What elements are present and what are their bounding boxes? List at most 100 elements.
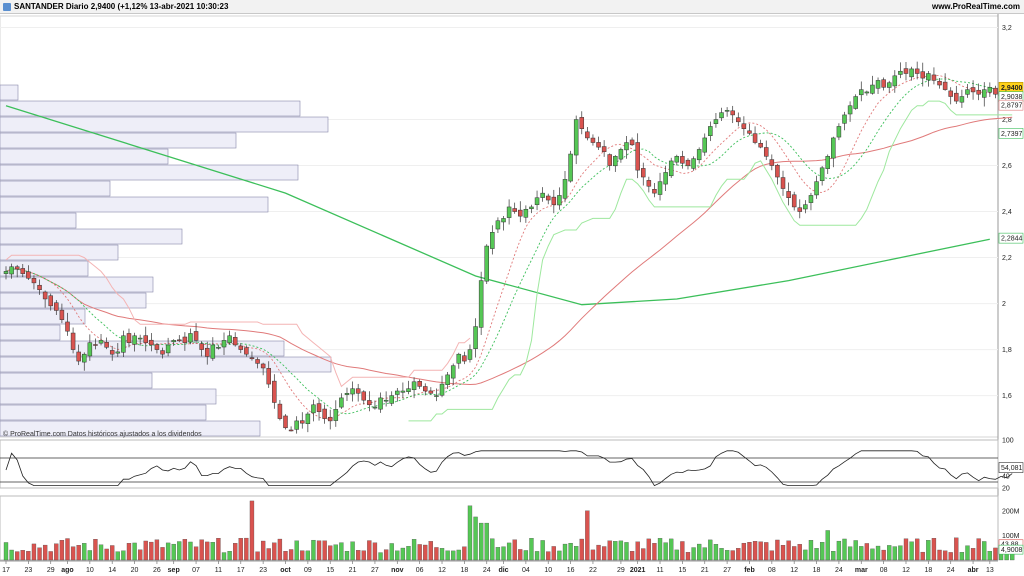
volume-bar	[428, 541, 433, 561]
candle-body	[825, 156, 830, 169]
candle-body	[836, 126, 842, 138]
volume-bar	[154, 539, 160, 561]
candle-body	[93, 344, 98, 346]
candle-body	[853, 96, 858, 109]
price-axis-tick-label: 1,6	[1002, 393, 1012, 400]
candle-body	[484, 245, 489, 282]
candle-body	[903, 68, 909, 74]
x-axis-tick-label: 21	[701, 567, 709, 574]
candle-body	[691, 158, 696, 169]
volume-profile-bar	[0, 372, 153, 389]
volume-profile-bar	[0, 356, 332, 373]
volume-bar	[328, 545, 333, 561]
volume-bar	[110, 545, 115, 561]
volume-bar	[713, 544, 719, 561]
volume-bar	[859, 546, 864, 561]
x-axis-tick-label: 24	[947, 567, 955, 574]
price-axis-tick-label: 2,8	[1002, 117, 1012, 124]
source-note: © ProRealTime.com Datos históricos ajust…	[3, 430, 202, 438]
volume-bar	[786, 540, 791, 561]
candle-body	[763, 147, 769, 157]
candle-body	[204, 347, 210, 357]
volume-bar	[395, 550, 400, 561]
x-axis-tick-label: 08	[880, 567, 888, 574]
candle-body	[305, 413, 311, 424]
candle-body	[551, 196, 557, 205]
candle-body	[350, 388, 355, 395]
volume-bar	[283, 551, 288, 561]
volume-bar	[417, 544, 422, 561]
volume-profile-bar	[0, 148, 169, 165]
candle-body	[791, 194, 797, 208]
long-moving-average	[5, 105, 990, 306]
candle-body	[959, 96, 965, 103]
candle-body	[37, 284, 42, 291]
candle-body	[719, 112, 724, 119]
volume-bar	[965, 545, 970, 561]
volume-bar	[652, 543, 657, 561]
x-axis-tick-label: 14	[108, 567, 116, 574]
volume-bar	[165, 542, 171, 561]
candle-body	[618, 149, 624, 160]
volume-bar	[540, 540, 545, 561]
volume-bar	[697, 543, 702, 561]
candle-body	[20, 268, 26, 274]
indicator-price-tag-label: 2,2844	[1001, 236, 1023, 243]
volume-bar	[736, 548, 741, 561]
volume-bar	[98, 544, 104, 561]
x-axis-tick-label: 23	[259, 567, 267, 574]
volume-bar	[389, 543, 394, 561]
volume-bar	[920, 551, 925, 561]
candle-body	[490, 232, 495, 249]
volume-bar	[322, 540, 327, 561]
chart-header: SANTANDER Diario 2,9400 (+1,12% 13-abr-2…	[0, 0, 1024, 14]
volume-bar	[585, 510, 590, 561]
volume-bar	[926, 540, 931, 561]
volume-bar	[669, 538, 674, 561]
candle-body	[713, 119, 719, 124]
volume-bar	[546, 551, 551, 561]
candle-body	[361, 391, 367, 401]
candle-body	[842, 114, 847, 124]
volume-bar	[439, 548, 445, 561]
volume-bar	[344, 551, 350, 561]
volume-bar	[372, 542, 378, 561]
candle-body	[137, 337, 143, 340]
volume-bar	[579, 538, 584, 561]
candle-body	[501, 218, 506, 223]
candle-body	[596, 142, 601, 148]
candle-body	[624, 142, 629, 151]
candle-body	[931, 74, 937, 81]
candle-body	[881, 79, 886, 88]
volume-bar	[216, 538, 221, 561]
x-axis-tick-label: 12	[902, 567, 910, 574]
candle-body	[657, 181, 663, 195]
candle-body	[926, 73, 931, 81]
candle-body	[696, 149, 702, 161]
candle-body	[456, 353, 462, 364]
volume-bar	[970, 548, 976, 561]
candle-body	[629, 139, 635, 146]
candle-body	[445, 374, 450, 385]
price-axis-tick-label: 1,8	[1002, 347, 1012, 354]
candle-body	[674, 156, 680, 163]
candle-body	[76, 351, 81, 362]
rsi-axis-tick-label: 20	[1002, 486, 1010, 493]
volume-bar	[411, 539, 417, 561]
stop-line-pink	[5, 254, 471, 388]
candle-body	[780, 177, 786, 189]
volume-profile-bar	[0, 276, 154, 293]
volume-bar	[93, 539, 98, 561]
volume-bar	[434, 547, 439, 561]
candle-body	[389, 395, 394, 404]
volume-bar	[881, 549, 886, 561]
volume-bar	[808, 540, 814, 561]
volume-bar	[37, 547, 42, 561]
volume-bar	[277, 538, 283, 561]
candle-body	[797, 207, 803, 212]
volume-bar	[747, 542, 752, 561]
volume-bar	[864, 543, 870, 561]
volume-bar	[260, 540, 266, 561]
candle-body	[372, 406, 378, 409]
